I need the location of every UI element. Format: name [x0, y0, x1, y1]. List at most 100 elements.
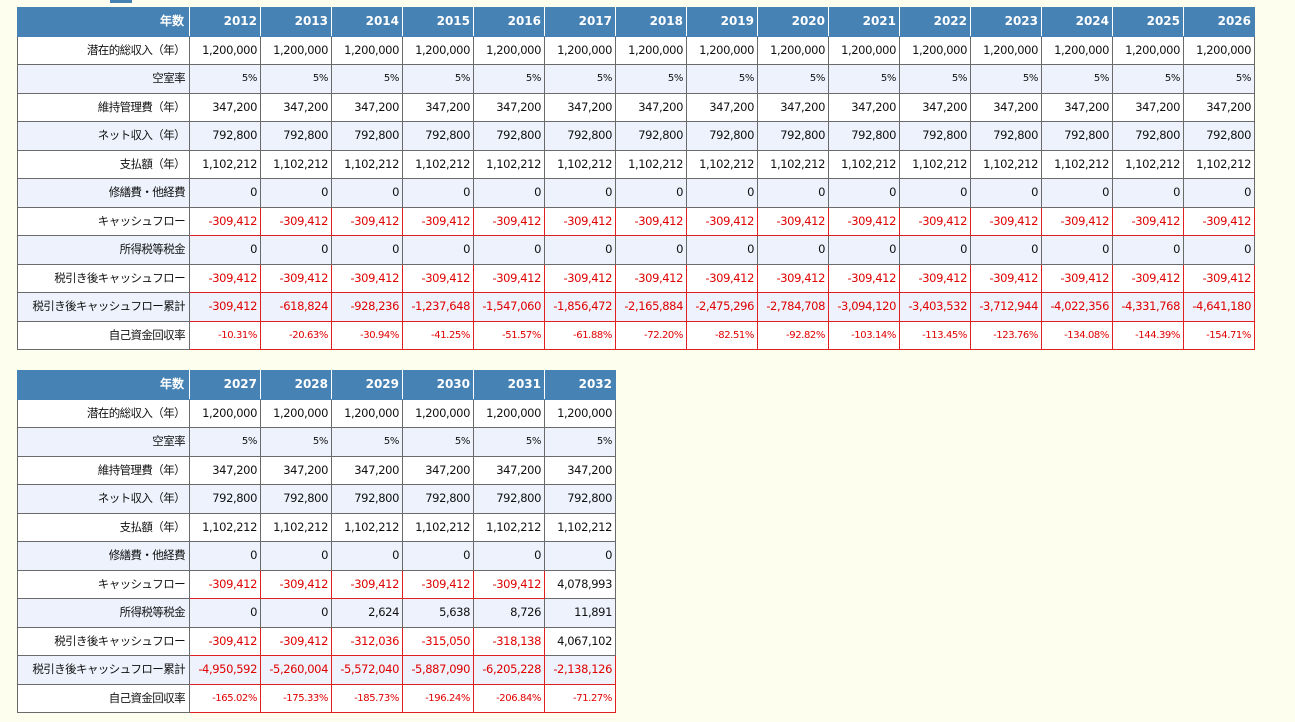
cell-value: 347,200	[473, 92, 545, 122]
cell-value: 5%	[189, 427, 261, 457]
cell-value: 347,200	[1041, 92, 1113, 122]
cell-value: -309,412	[1183, 206, 1255, 236]
cell-value: 1,200,000	[686, 35, 758, 65]
row-after-tax-cashflow-cumulative: 税引き後キャッシュフロー累計 -309,412 -618,824 -928,236 -1…	[17, 292, 1255, 322]
cell-value: -123.76%	[970, 320, 1042, 350]
cell-value: -309,412	[189, 292, 261, 322]
cell-value: 0	[402, 235, 474, 265]
cell-value: -309,412	[757, 206, 829, 236]
cell-value: -309,412	[899, 206, 971, 236]
row-label: 所得税等税金	[17, 235, 190, 265]
cell-value: 1,200,000	[1041, 35, 1113, 65]
cell-value: -309,412	[615, 263, 687, 293]
cell-value: 8,726	[473, 598, 545, 628]
cell-value: 1,102,212	[899, 149, 971, 179]
cell-value: 1,102,212	[402, 512, 474, 542]
cell-value: 0	[544, 541, 616, 571]
cell-value: 0	[331, 235, 403, 265]
cell-value: 1,102,212	[757, 149, 829, 179]
cell-value: -144.39%	[1112, 320, 1184, 350]
cell-value: -315,050	[402, 626, 474, 656]
cell-value: 792,800	[544, 484, 616, 514]
cell-value: -309,412	[970, 206, 1042, 236]
row-equity-recovery-rate: 自己資金回収率 -165.02% -175.33% -185.73% -196.24% -…	[17, 683, 616, 713]
cell-value: 1,200,000	[402, 35, 474, 65]
cell-value: -165.02%	[189, 683, 261, 713]
cell-value: 0	[260, 541, 332, 571]
cell-value: 792,800	[1112, 121, 1184, 151]
cell-value: 5%	[402, 427, 474, 457]
row-label: 所得税等税金	[17, 598, 190, 628]
cell-value: 792,800	[260, 121, 332, 151]
cell-value: -2,165,884	[615, 292, 687, 322]
row-vacancy-rate: 空室率 5% 5% 5% 5% 5% 5% 5% 5% 5% 5% 5% 5% 5% 5% 5%	[17, 64, 1255, 94]
cell-value: -4,331,768	[1112, 292, 1184, 322]
row-label: ネット収入（年）	[17, 121, 190, 151]
row-payment: 支払額（年） 1,102,212 1,102,212 1,102,212 1,102,2…	[17, 512, 616, 542]
cell-value: -4,022,356	[1041, 292, 1113, 322]
header-year: 2024	[1041, 7, 1113, 37]
cell-value: 0	[544, 235, 616, 265]
cell-value: 1,102,212	[615, 149, 687, 179]
cell-value: 5%	[260, 427, 332, 457]
cell-value: 792,800	[970, 121, 1042, 151]
row-income-tax: 所得税等税金 0 0 0 0 0 0 0 0 0 0 0 0 0 0 0	[17, 235, 1255, 265]
cell-value: 347,200	[402, 92, 474, 122]
cell-value: 5%	[544, 64, 616, 94]
row-label: 維持管理費（年）	[17, 92, 190, 122]
cell-value: 1,102,212	[260, 149, 332, 179]
cell-value: 347,200	[828, 92, 900, 122]
cell-value: 792,800	[402, 121, 474, 151]
cell-value: 0	[260, 178, 332, 208]
cell-value: 1,200,000	[544, 398, 616, 428]
cell-value: 792,800	[828, 121, 900, 151]
cell-value: 11,891	[544, 598, 616, 628]
cell-value: 5%	[686, 64, 758, 94]
cell-value: 792,800	[615, 121, 687, 151]
cell-value: 1,200,000	[260, 35, 332, 65]
cell-value: 1,102,212	[544, 149, 616, 179]
cell-value: -113.45%	[899, 320, 971, 350]
cell-value: -309,412	[828, 206, 900, 236]
header-year: 2012	[189, 7, 261, 37]
cell-value: 1,200,000	[473, 35, 545, 65]
header-year: 2031	[473, 370, 545, 400]
cell-value: 792,800	[473, 121, 545, 151]
cell-value: -134.08%	[1041, 320, 1113, 350]
row-label: 空室率	[17, 427, 190, 457]
cell-value: 0	[189, 541, 261, 571]
cell-value: 4,067,102	[544, 626, 616, 656]
header-year: 2029	[331, 370, 403, 400]
cell-value: 0	[615, 235, 687, 265]
row-label: 税引き後キャッシュフロー	[17, 263, 190, 293]
cell-value: -3,094,120	[828, 292, 900, 322]
cell-value: -928,236	[331, 292, 403, 322]
cell-value: 5%	[473, 427, 545, 457]
cell-value: 1,200,000	[189, 398, 261, 428]
row-label: 税引き後キャッシュフロー累計	[17, 292, 190, 322]
row-label: キャッシュフロー	[17, 569, 190, 599]
top-decoration	[110, 0, 132, 3]
cell-value: 0	[473, 178, 545, 208]
row-potential-income: 潜在的総収入（年） 1,200,000 1,200,000 1,200,000 1,20…	[17, 398, 616, 428]
cell-value: 4,078,993	[544, 569, 616, 599]
header-year: 2015	[402, 7, 474, 37]
cell-value: 5%	[757, 64, 829, 94]
cell-value: 0	[686, 178, 758, 208]
cell-value: 1,102,212	[1041, 149, 1113, 179]
cell-value: 0	[899, 178, 971, 208]
cell-value: -309,412	[473, 569, 545, 599]
cell-value: -309,412	[686, 263, 758, 293]
header-year: 2021	[828, 7, 900, 37]
header-year: 2013	[260, 7, 332, 37]
row-label: ネット収入（年）	[17, 484, 190, 514]
cell-value: 792,800	[1183, 121, 1255, 151]
cell-value: 792,800	[402, 484, 474, 514]
cell-value: 5%	[473, 64, 545, 94]
cell-value: 347,200	[260, 455, 332, 485]
cell-value: -185.73%	[331, 683, 403, 713]
cell-value: -196.24%	[402, 683, 474, 713]
cell-value: 792,800	[1041, 121, 1113, 151]
cell-value: 347,200	[1183, 92, 1255, 122]
row-after-tax-cashflow: 税引き後キャッシュフロー -309,412 -309,412 -312,036 -315…	[17, 626, 616, 656]
